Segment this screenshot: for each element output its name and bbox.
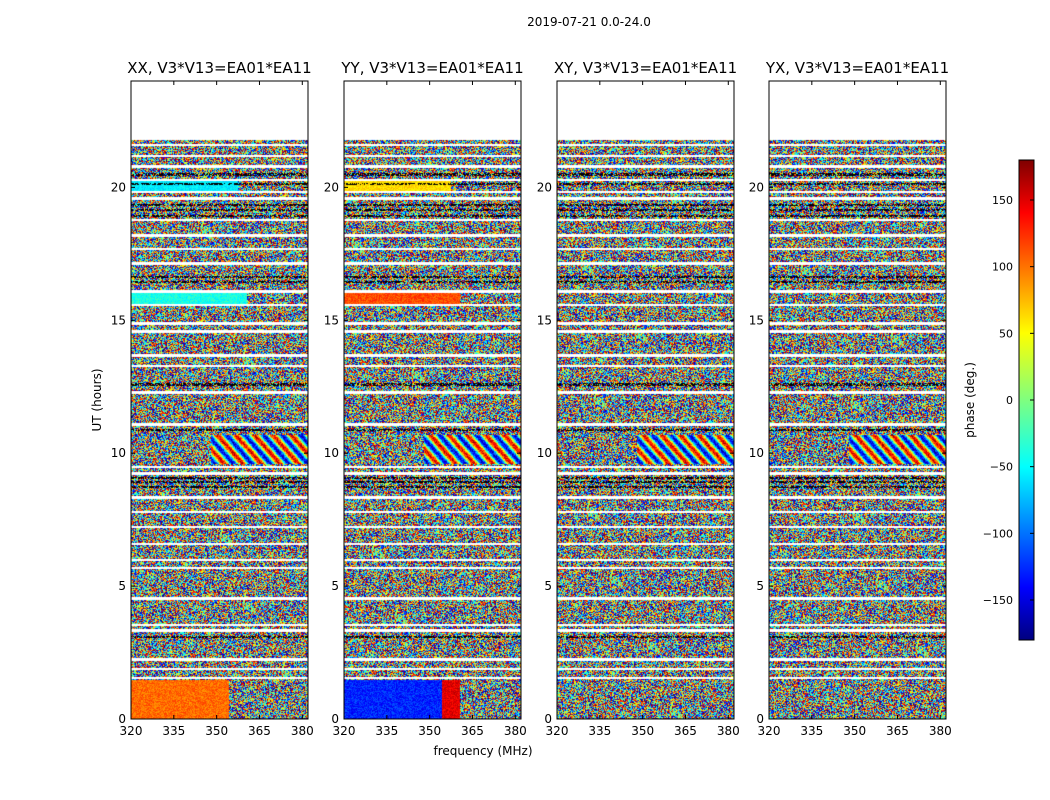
y-tick-label: 20 [111,180,126,194]
colorbar-tick-label: 50 [999,327,1013,340]
x-tick-label: 380 [291,724,314,738]
panel-xx-0: XX, V3*V13=EA01*EA11 320 335 350 365 380 0 5 10 1… [111,59,314,738]
colorbar-tick-label: 100 [992,261,1013,274]
colorbar-ticks: 150 100 50 0 −50 −100 −150 [983,194,1034,607]
y-tick-label: 10 [324,446,339,460]
y-tick-label: 15 [749,313,764,327]
y-tick-label: 15 [111,313,126,327]
x-tick-label: 350 [843,724,866,738]
x-tick-label: 380 [717,724,740,738]
y-tick-label: 15 [537,313,552,327]
y-tick-label: 5 [544,579,552,593]
x-tick-label: 350 [631,724,654,738]
x-tick-label: 365 [248,724,271,738]
panel-frame [343,80,522,720]
y-tick-label: 0 [331,712,339,726]
panel-yy-1: YY, V3*V13=EA01*EA11 320 335 350 365 380 0 5 10 1… [324,59,527,738]
y-tick-label: 5 [331,579,339,593]
colorbar-tick-label: −100 [983,527,1013,540]
x-tick-label: 335 [800,724,823,738]
colorbar-tick-label: 150 [992,194,1013,207]
x-tick-label: 350 [205,724,228,738]
phase-heatmap [131,81,308,719]
panel-cross-3: YX, V3*V13=EA01*EA11 320 335 350 365 380 0 5 10 1… [749,59,952,738]
colorbar-tick-label: 0 [1006,394,1013,407]
y-tick-label: 15 [324,313,339,327]
y-tick-label: 20 [749,180,764,194]
panel-frame [130,80,309,720]
panel-frame [768,80,947,720]
x-tick-label: 350 [418,724,441,738]
x-tick-label: 335 [375,724,398,738]
panel-group: XX, V3*V13=EA01*EA11 320 335 350 365 380 0 5 10 1… [111,59,952,738]
colorbar-label: phase (deg.) [963,362,977,438]
x-axis-label: frequency (MHz) [433,744,532,758]
y-tick-label: 20 [324,180,339,194]
x-tick-label: 320 [546,724,569,738]
colorbar-tick-label: −150 [983,594,1013,607]
colorbar: 150 100 50 0 −50 −100 −150 [983,159,1035,641]
y-tick-label: 20 [537,180,552,194]
colorbar-tick-label: −50 [990,461,1013,474]
x-tick-label: 380 [929,724,952,738]
y-tick-label: 10 [111,446,126,460]
y-tick-label: 10 [749,446,764,460]
x-tick-label: 380 [504,724,527,738]
y-tick-label: 0 [118,712,126,726]
y-tick-label: 0 [544,712,552,726]
phase-heatmap [344,81,521,719]
x-tick-label: 335 [162,724,185,738]
y-axis-label: UT (hours) [90,368,104,431]
y-tick-label: 0 [756,712,764,726]
panel-frame [556,80,735,720]
figure-suptitle: 2019-07-21 0.0-24.0 [527,15,651,29]
phase-heatmap [557,81,734,719]
x-tick-label: 365 [674,724,697,738]
panel-title: XY, V3*V13=EA01*EA11 [554,59,737,77]
y-tick-label: 5 [756,579,764,593]
panel-title: YY, V3*V13=EA01*EA11 [340,59,523,77]
x-tick-label: 320 [758,724,781,738]
x-tick-label: 320 [120,724,143,738]
phase-heatmap [769,81,946,719]
x-tick-label: 365 [886,724,909,738]
x-tick-label: 335 [588,724,611,738]
x-tick-label: 320 [333,724,356,738]
panel-title: YX, V3*V13=EA01*EA11 [765,59,949,77]
panel-title: XX, V3*V13=EA01*EA11 [127,59,311,77]
x-tick-label: 365 [461,724,484,738]
y-tick-label: 10 [537,446,552,460]
panel-cross-2: XY, V3*V13=EA01*EA11 320 335 350 365 380 0 5 10 1… [537,59,740,738]
y-tick-label: 5 [118,579,126,593]
